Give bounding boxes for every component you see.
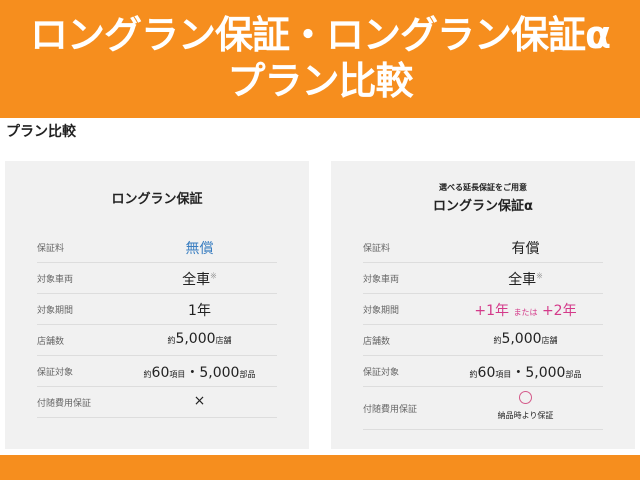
- page-header: ロングラン保証・ロングラン保証α プラン比較: [0, 0, 640, 118]
- vehicles-value: 全車※: [508, 271, 543, 288]
- period-value: 1年: [188, 303, 211, 319]
- row-vehicles: 対象車両 全車※: [363, 263, 603, 294]
- vehicles-value: 全車※: [182, 271, 217, 288]
- row-extra: 付随費用保証 ×: [37, 387, 277, 418]
- row-fee: 保証料 有償: [363, 232, 603, 263]
- row-coverage: 保証対象 約60項目・5,000部品: [37, 356, 277, 387]
- row-period: 対象期間 +1年 または +2年: [363, 294, 603, 325]
- row-label: 店舗数: [363, 337, 391, 347]
- cross-icon: ×: [193, 393, 206, 409]
- row-label: 対象期間: [363, 306, 400, 316]
- row-label: 保証対象: [37, 368, 74, 378]
- plan-title: ロングラン保証: [111, 192, 203, 207]
- row-fee: 保証料 無償: [37, 232, 277, 263]
- row-label: 保証対象: [363, 368, 400, 378]
- row-stores: 店舗数 約5,000店舗: [37, 325, 277, 356]
- section-title: プラン比較: [6, 124, 76, 140]
- circle-icon: [519, 391, 532, 404]
- row-stores: 店舗数 約5,000店舗: [363, 325, 603, 356]
- row-period: 対象期間 1年: [37, 294, 277, 325]
- period-value: +1年 または +2年: [474, 303, 577, 319]
- stores-value: 約5,000店舗: [493, 331, 558, 347]
- extra-value: 納品時より保証: [448, 391, 603, 421]
- header-title-line2: プラン比較: [227, 59, 413, 103]
- row-label: 付随費用保証: [37, 399, 92, 409]
- plan-card-longrun-alpha: 選べる延長保証をご用意 ロングラン保証α 保証料 有償 対象車両 全車※ 対象期間 +…: [331, 161, 635, 449]
- fee-value: 無償: [185, 241, 214, 257]
- row-label: 店舗数: [37, 337, 65, 347]
- row-label: 対象車両: [363, 275, 400, 285]
- plan-title: ロングラン保証α: [433, 199, 533, 214]
- row-label: 対象車両: [37, 275, 74, 285]
- stores-value: 約5,000店舗: [167, 331, 232, 347]
- page-footer: [0, 455, 640, 480]
- row-label: 保証料: [363, 244, 391, 254]
- plan-card-longrun: ロングラン保証 保証料 無償 対象車両 全車※ 対象期間 1年 店舗数 約5,000店舗…: [5, 161, 309, 449]
- row-extra: 付随費用保証 納品時より保証: [363, 387, 603, 430]
- row-vehicles: 対象車両 全車※: [37, 263, 277, 294]
- header-title-line1: ロングラン保証・ロングラン保証α: [29, 13, 611, 57]
- row-label: 対象期間: [37, 306, 74, 316]
- coverage-value: 約60項目・5,000部品: [469, 365, 582, 381]
- fee-value: 有償: [511, 241, 540, 257]
- row-label: 付随費用保証: [363, 405, 418, 415]
- row-label: 保証料: [37, 244, 65, 254]
- row-coverage: 保証対象 約60項目・5,000部品: [363, 356, 603, 387]
- coverage-value: 約60項目・5,000部品: [143, 365, 256, 381]
- plan-subtitle: 選べる延長保証をご用意: [439, 183, 527, 192]
